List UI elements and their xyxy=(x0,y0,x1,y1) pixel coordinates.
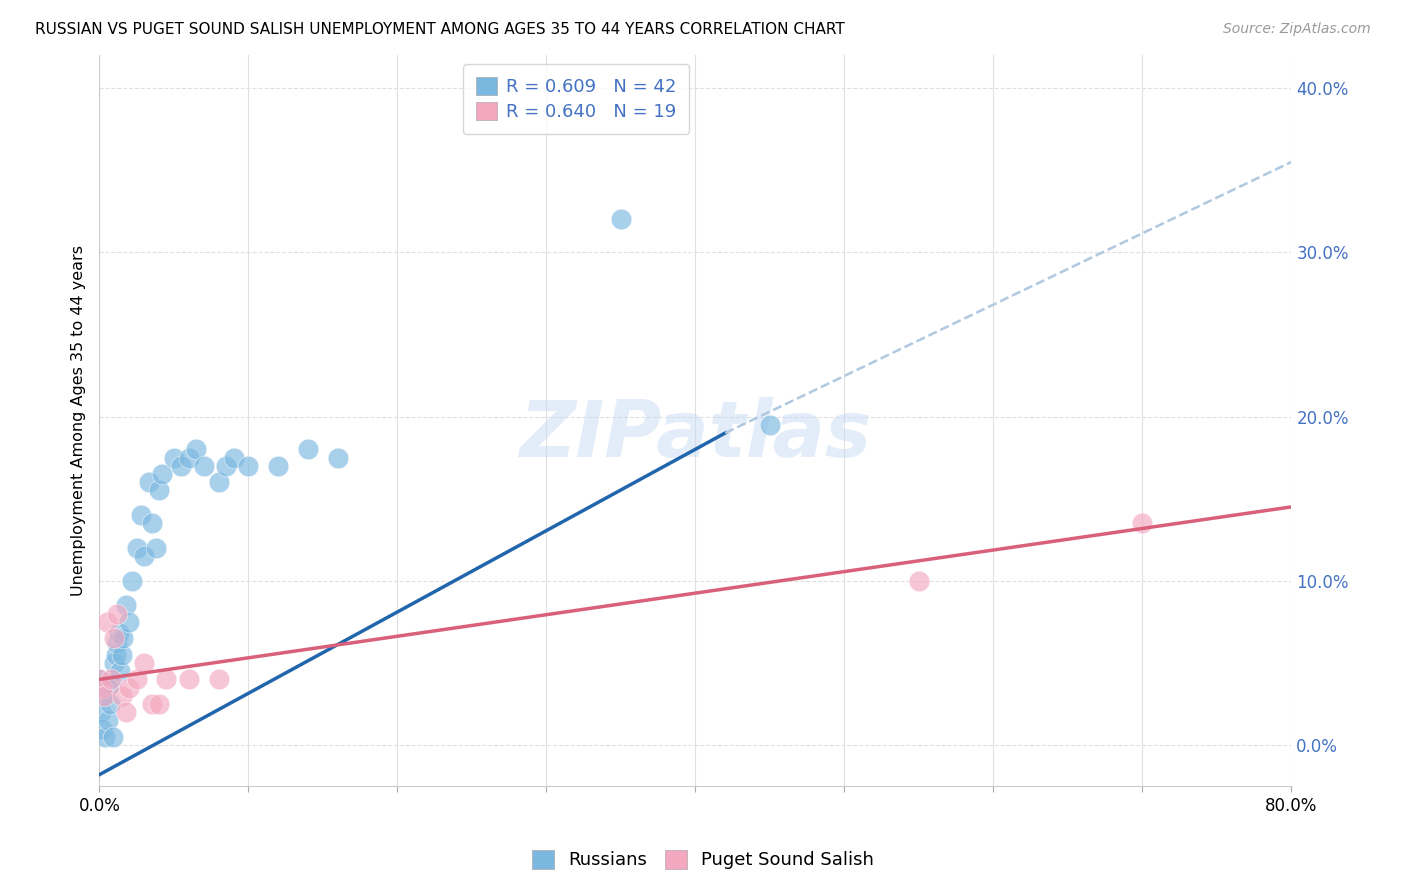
Legend: R = 0.609   N = 42, R = 0.640   N = 19: R = 0.609 N = 42, R = 0.640 N = 19 xyxy=(463,64,689,134)
Point xyxy=(215,458,238,473)
Point xyxy=(105,636,128,650)
Point xyxy=(100,675,122,690)
Point xyxy=(170,458,193,473)
Point xyxy=(101,730,124,744)
Text: ZIPatlas: ZIPatlas xyxy=(519,397,872,474)
Point xyxy=(97,714,120,728)
Point xyxy=(90,705,112,719)
Point xyxy=(1132,516,1154,531)
Point xyxy=(148,483,170,498)
Point xyxy=(118,681,141,695)
Point xyxy=(610,212,633,227)
Y-axis label: Unemployment Among Ages 35 to 44 years: Unemployment Among Ages 35 to 44 years xyxy=(72,245,86,596)
Point xyxy=(134,656,156,670)
Point xyxy=(121,574,143,588)
Point xyxy=(177,673,200,687)
Point xyxy=(118,615,141,629)
Point xyxy=(326,450,349,465)
Point xyxy=(115,705,138,719)
Point xyxy=(89,673,111,687)
Point xyxy=(96,615,118,629)
Point xyxy=(155,673,177,687)
Point xyxy=(94,730,117,744)
Point xyxy=(96,681,118,695)
Point xyxy=(89,673,111,687)
Point xyxy=(148,697,170,711)
Point xyxy=(112,632,135,646)
Point xyxy=(103,656,125,670)
Point xyxy=(91,722,114,736)
Point xyxy=(98,697,121,711)
Point xyxy=(110,664,132,678)
Point xyxy=(111,648,134,662)
Point xyxy=(222,450,245,465)
Point xyxy=(104,648,127,662)
Text: Source: ZipAtlas.com: Source: ZipAtlas.com xyxy=(1223,22,1371,37)
Point xyxy=(107,626,129,640)
Point xyxy=(125,673,148,687)
Point xyxy=(129,508,152,522)
Point xyxy=(115,599,138,613)
Point xyxy=(91,681,114,695)
Point xyxy=(238,458,260,473)
Point xyxy=(138,475,160,490)
Point xyxy=(105,607,128,621)
Point xyxy=(267,458,290,473)
Point xyxy=(908,574,931,588)
Point xyxy=(125,541,148,555)
Point xyxy=(150,467,173,481)
Point xyxy=(193,458,215,473)
Point xyxy=(208,475,231,490)
Point xyxy=(141,516,163,531)
Point xyxy=(93,689,115,703)
Point xyxy=(134,549,156,564)
Point xyxy=(103,632,125,646)
Point xyxy=(145,541,167,555)
Point xyxy=(111,689,134,703)
Point xyxy=(297,442,319,457)
Text: RUSSIAN VS PUGET SOUND SALISH UNEMPLOYMENT AMONG AGES 35 TO 44 YEARS CORRELATION: RUSSIAN VS PUGET SOUND SALISH UNEMPLOYME… xyxy=(35,22,845,37)
Point xyxy=(208,673,231,687)
Point xyxy=(177,450,200,465)
Point xyxy=(93,689,115,703)
Legend: Russians, Puget Sound Salish: Russians, Puget Sound Salish xyxy=(523,841,883,879)
Point xyxy=(141,697,163,711)
Point xyxy=(100,673,122,687)
Point xyxy=(186,442,208,457)
Point xyxy=(163,450,186,465)
Point xyxy=(759,417,782,432)
